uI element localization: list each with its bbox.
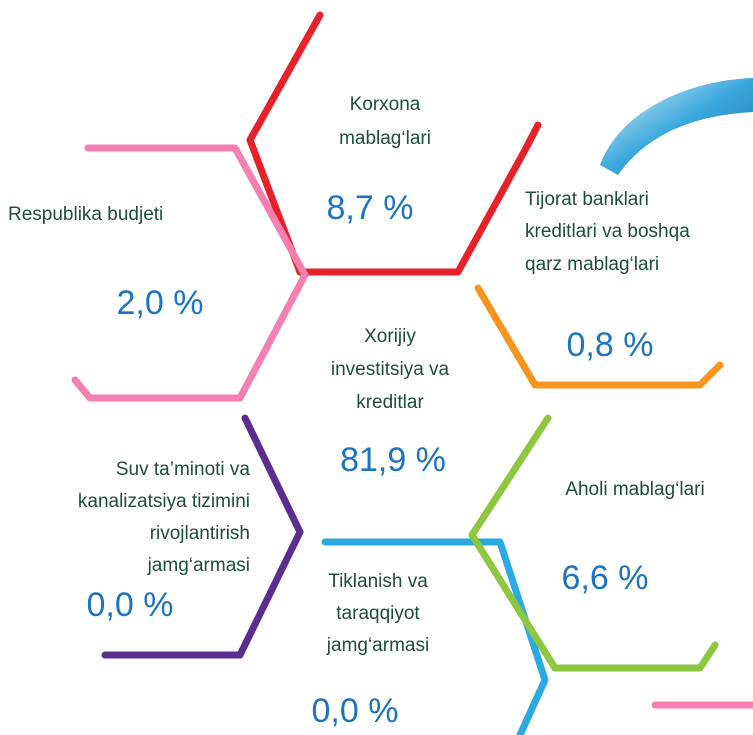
segment-value: 81,9 % bbox=[340, 441, 446, 479]
ribbon-decoration bbox=[600, 78, 753, 175]
segment-label: Aholi mablag‘lari bbox=[565, 479, 704, 500]
infographic: Korxona mablag‘lari 8,7 % Respublika bud… bbox=[0, 0, 753, 735]
segment-label: Respublika budjeti bbox=[8, 204, 163, 225]
segment-value: 6,6 % bbox=[562, 559, 649, 597]
segment-label: jamg‘armasi bbox=[326, 635, 429, 656]
segment-value: 0,8 % bbox=[567, 326, 654, 364]
segment-value: 0,0 % bbox=[312, 692, 399, 730]
segment-label: kreditlar bbox=[356, 392, 424, 413]
segment-value: 2,0 % bbox=[117, 284, 204, 322]
segment-value: 0,0 % bbox=[87, 586, 174, 624]
segment-label: jamg‘armasi bbox=[147, 555, 250, 576]
segment-label: kreditlari va boshqa bbox=[525, 221, 690, 242]
segment-label: Tijorat banklari bbox=[525, 189, 649, 210]
segment-label: investitsiya va bbox=[331, 359, 450, 380]
segment-label: taraqqiyot bbox=[336, 603, 420, 624]
segment-label: Tiklanish va bbox=[328, 571, 428, 592]
segment-label: rivojlantirish bbox=[150, 523, 250, 544]
segment-label: Suv ta’minoti va bbox=[116, 459, 251, 480]
segment-label: kanalizatsiya tizimini bbox=[78, 491, 250, 512]
segment-label: Xorijiy bbox=[364, 326, 416, 347]
segment-label: mablag‘lari bbox=[339, 128, 431, 149]
segment-label: qarz mablag‘lari bbox=[525, 254, 659, 275]
segment-value: 8,7 % bbox=[327, 189, 414, 227]
hex-green bbox=[472, 418, 715, 668]
segment-label: Korxona bbox=[350, 94, 421, 115]
